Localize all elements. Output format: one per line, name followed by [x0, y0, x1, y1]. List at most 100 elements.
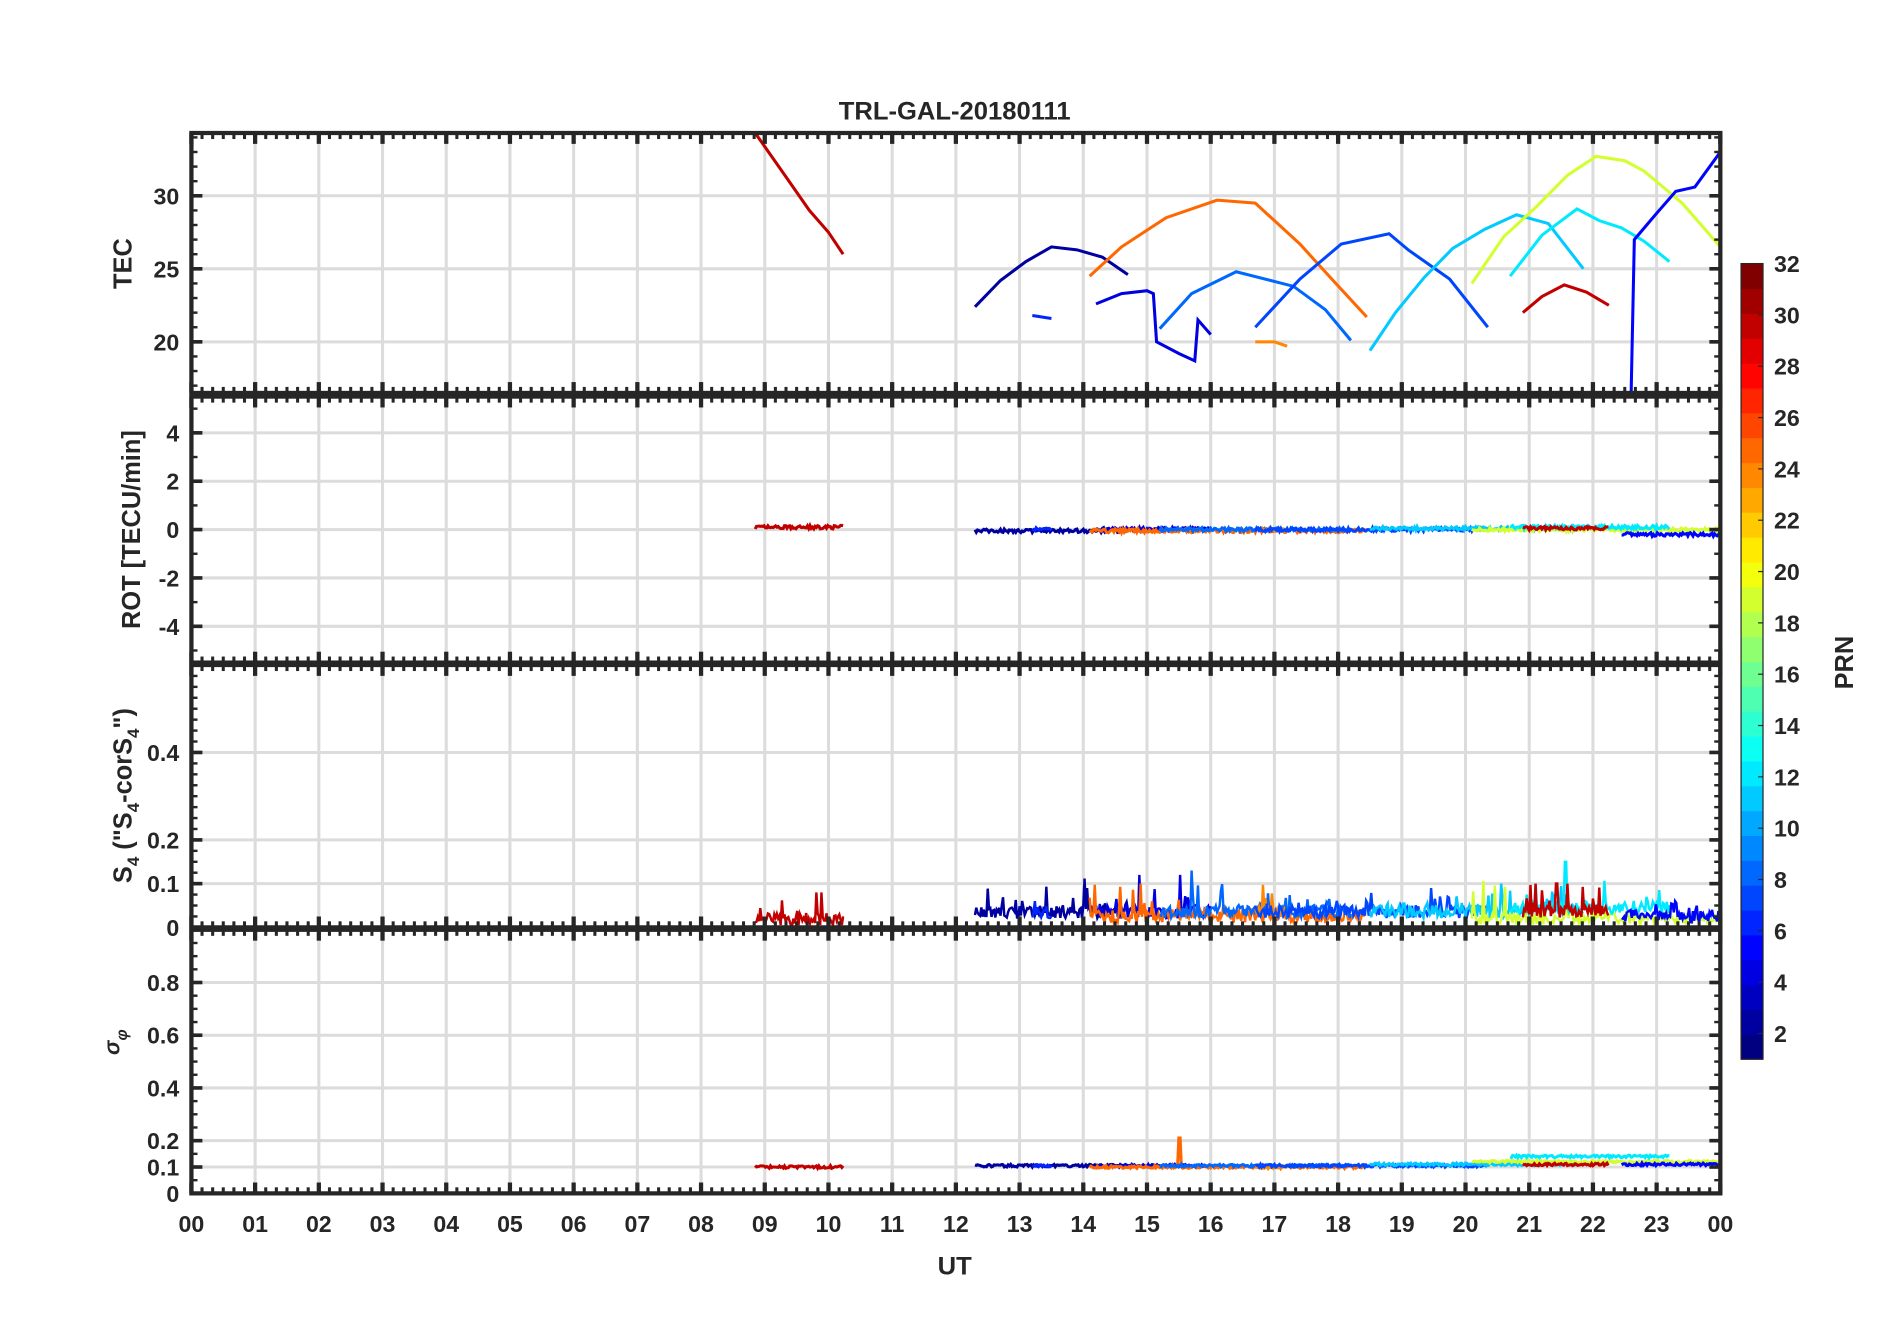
y-tick-label-s4: 0 — [166, 915, 179, 941]
colorbar-level-4 — [1741, 959, 1764, 986]
colorbar-level-7 — [1741, 885, 1764, 911]
colorbar-label: PRN — [1831, 636, 1859, 690]
y-axis-label-s4: S4 ("S4-corS4") — [110, 708, 143, 883]
y-tick-label-rot: 4 — [166, 420, 179, 446]
sigma-phi-trace-prn-12 — [1509, 1152, 1670, 1161]
y-tick-label-rot: 2 — [166, 469, 179, 495]
x-tick-label: 21 — [1516, 1211, 1542, 1237]
colorbar-tick-label: 18 — [1774, 610, 1800, 636]
tec-trace-prn-19 — [1470, 154, 1722, 285]
x-axis-label: UT — [938, 1252, 973, 1280]
panel-frame-tec — [189, 130, 1723, 396]
colorbar-level-11 — [1741, 785, 1764, 812]
rot-trace-prn-30 — [1522, 523, 1609, 534]
colorbar-level-21 — [1741, 537, 1764, 563]
y-tick-label-tec: 20 — [153, 329, 179, 355]
colorbar-tick-label: 20 — [1774, 559, 1800, 585]
y-tick-label-tec: 30 — [153, 183, 179, 209]
tec-trace-prn-6 — [1032, 314, 1052, 320]
y-axis-label-sigma-phi: σφ — [99, 1029, 130, 1054]
x-tick-label: 09 — [752, 1211, 778, 1237]
x-tick-label: 11 — [880, 1211, 905, 1237]
colorbar-level-3 — [1741, 984, 1764, 1011]
s4-trace-prn-30 — [1521, 882, 1610, 918]
panel-frame-sigma — [189, 927, 1723, 1196]
y-axis-label-tec: TEC — [110, 238, 138, 289]
colorbar-level-6 — [1741, 909, 1764, 936]
colorbar-level-31 — [1741, 288, 1764, 314]
y-tick-label-sigma: 0.8 — [147, 970, 179, 996]
y-tick-label-s4: 0.1 — [147, 871, 179, 897]
sigma-phi-trace-prn-5 — [1620, 1159, 1721, 1169]
y-tick-label-sigma: 0.6 — [147, 1023, 179, 1049]
x-tick-label: 03 — [370, 1211, 396, 1237]
colorbar-level-1 — [1741, 1034, 1764, 1060]
tec-trace-prn-2 — [973, 245, 1129, 308]
colorbar-tick-label: 30 — [1774, 302, 1800, 328]
tec-trace-prn-25 — [1088, 198, 1368, 319]
sigma-phi-trace-prn-30 — [1521, 1160, 1610, 1169]
colorbar-level-32 — [1741, 263, 1764, 290]
y-tick-label-rot: 0 — [166, 517, 179, 543]
colorbar-level-26 — [1741, 412, 1764, 439]
s4-trace-prn-5 — [1621, 897, 1721, 926]
x-tick-label: 19 — [1389, 1211, 1415, 1237]
x-tick-label: 16 — [1198, 1211, 1224, 1237]
colorbar-level-23 — [1741, 487, 1764, 513]
x-tick-label: 05 — [497, 1211, 523, 1237]
colorbar-level-10 — [1741, 810, 1764, 837]
x-tick-label: 20 — [1453, 1211, 1479, 1237]
x-tick-label: 07 — [624, 1211, 650, 1237]
colorbar-tick-label: 8 — [1774, 867, 1787, 893]
x-tick-label: 18 — [1325, 1211, 1351, 1237]
colorbar-level-2 — [1741, 1009, 1764, 1035]
colorbar-level-28 — [1741, 363, 1764, 389]
tec-trace-prn-11 — [1368, 213, 1585, 352]
colorbar-tick-label: 10 — [1774, 816, 1800, 842]
s4-trace-prn-7 — [1254, 887, 1488, 923]
colorbar-tick-label: 16 — [1774, 662, 1800, 688]
x-tick-label: 06 — [561, 1211, 587, 1237]
x-tick-label: 02 — [306, 1211, 332, 1237]
y-tick-label-rot: -4 — [159, 614, 180, 640]
x-tick-label: 00 — [179, 1211, 205, 1237]
tec-trace-prn-12 — [1508, 207, 1671, 278]
y-tick-label-s4: 0.4 — [147, 740, 179, 766]
y-tick-label-s4: 0.2 — [147, 827, 179, 853]
tec-trace-prn-4 — [1095, 289, 1212, 364]
x-tick-label: 23 — [1644, 1211, 1670, 1237]
s4-trace-prn-2 — [973, 878, 1130, 922]
s4-trace-prn-8 — [1159, 870, 1353, 923]
grid-layer — [191, 133, 1721, 1195]
colorbar-level-14 — [1741, 711, 1764, 737]
x-tick-label: 15 — [1134, 1211, 1160, 1237]
colorbar-level-18 — [1741, 611, 1764, 638]
tec-trace-prn-24 — [1255, 340, 1288, 348]
y-tick-label-sigma: 0.2 — [147, 1128, 179, 1154]
colorbar-level-15 — [1741, 686, 1764, 712]
tec-trace-prn-5 — [1621, 151, 1722, 395]
colorbar-level-24 — [1741, 462, 1764, 488]
y-tick-label-rot: -2 — [159, 565, 180, 591]
colorbar-tick-label: 14 — [1774, 713, 1800, 739]
x-tick-label: 00 — [1707, 1211, 1733, 1237]
x-tick-label: 08 — [688, 1211, 714, 1237]
colorbar-tick-label: 2 — [1774, 1021, 1787, 1047]
colorbar-level-22 — [1741, 512, 1764, 538]
colorbar-level-9 — [1741, 835, 1764, 861]
colorbar-tick-label: 32 — [1774, 251, 1800, 277]
x-tick-label: 04 — [433, 1211, 459, 1237]
panel-frame-s4 — [189, 662, 1723, 930]
x-tick-label: 13 — [1007, 1211, 1033, 1237]
colorbar-level-29 — [1741, 338, 1764, 364]
y-tick-label-tec: 25 — [153, 256, 179, 282]
tec-trace-prn-30 — [1521, 283, 1610, 314]
colorbar-tick-label: 26 — [1774, 405, 1800, 431]
colorbar-level-17 — [1741, 636, 1764, 662]
rot-trace-prn-30 — [753, 521, 844, 533]
x-tick-label: 01 — [242, 1211, 268, 1237]
sigma-phi-trace-prn-30 — [754, 1162, 845, 1172]
y-tick-label-sigma: 0.4 — [147, 1075, 179, 1101]
